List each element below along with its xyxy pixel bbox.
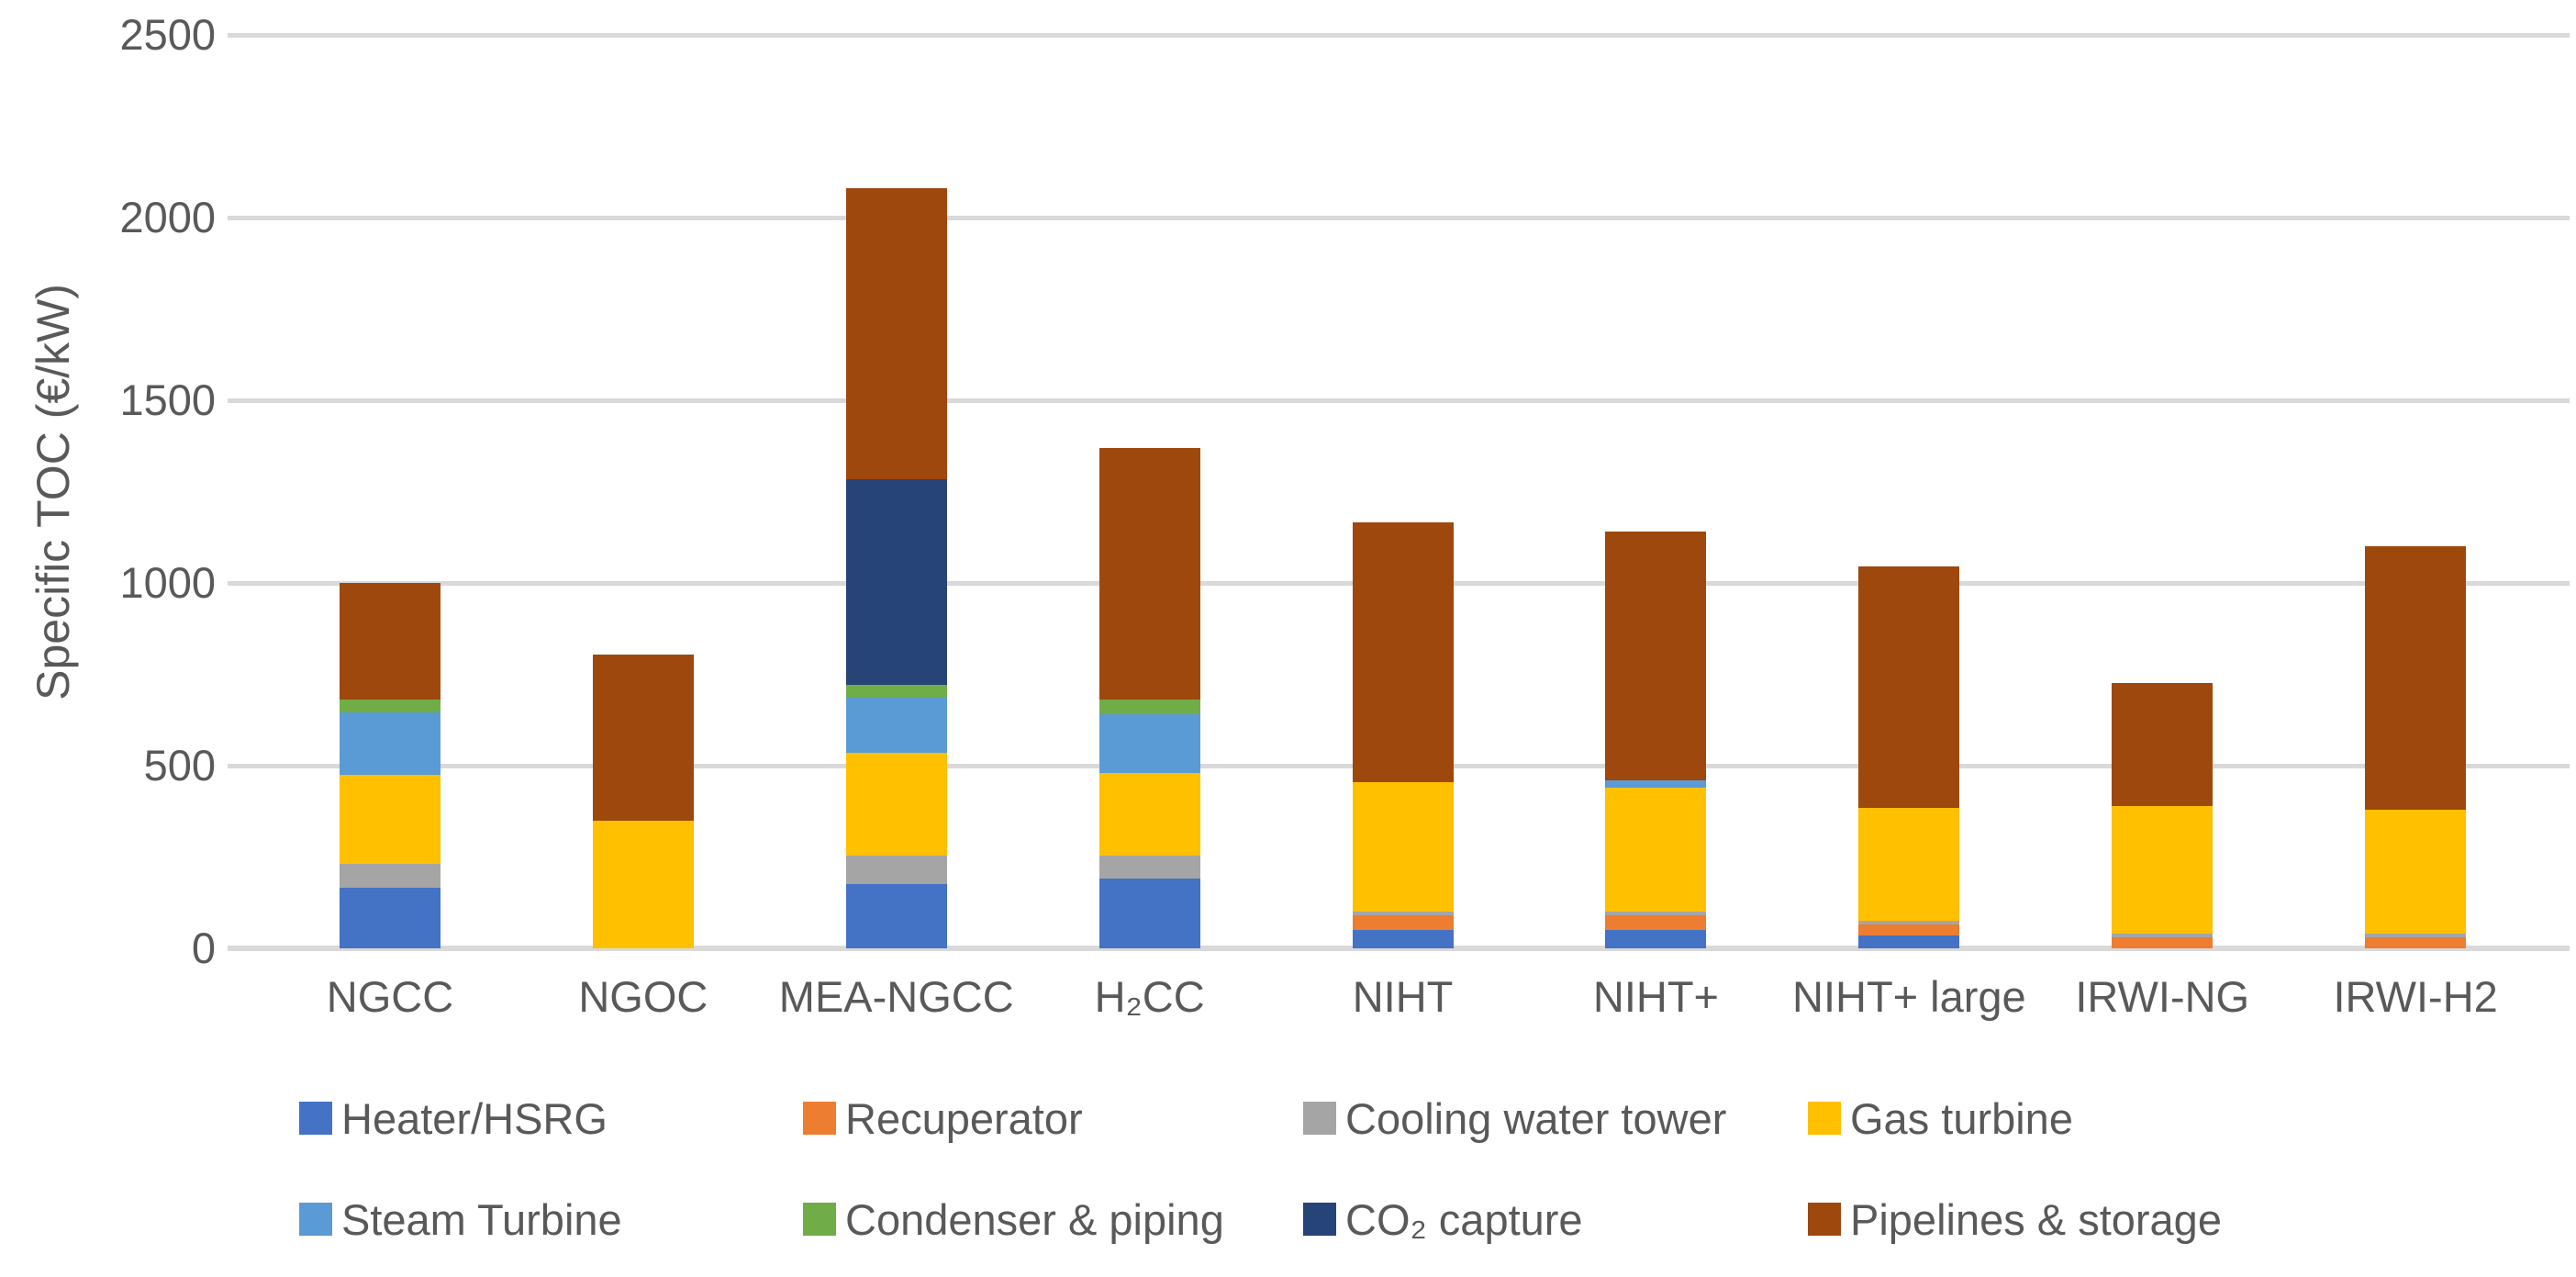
- bar-segment-h-cc-steam-turbine: [1098, 714, 1200, 773]
- bar-segment-h-cc-pipelines-storage: [1098, 447, 1200, 700]
- bar-segment-ngcc-gas-turbine: [339, 774, 440, 865]
- legend-label-gas-turbine: Gas turbine: [1850, 1093, 2073, 1143]
- legend-swatch-steam-turbine: [299, 1203, 332, 1236]
- gridline-y-0: [228, 946, 2570, 951]
- x-axis-label-irwi-h2: IRWI-H2: [2333, 972, 2498, 1021]
- legend-item-co-capture: CO₂ capture: [1303, 1194, 1583, 1244]
- bar-segment-niht-large-recuperator: [1858, 924, 1960, 936]
- legend-swatch-condenser-piping: [803, 1203, 836, 1236]
- x-axis-label-ngoc: NGOC: [578, 972, 708, 1021]
- bar-segment-ngcc-condenser-piping: [339, 700, 440, 713]
- bar-segment-mea-ngcc-co-capture: [845, 478, 947, 686]
- legend-item-gas-turbine: Gas turbine: [1808, 1093, 2073, 1143]
- x-axis-label-niht: NIHT+: [1592, 972, 1719, 1021]
- y-tick-label-1500: 1500: [119, 375, 216, 424]
- bar-segment-ngcc-pipelines-storage: [339, 583, 440, 700]
- x-axis-label-ngcc: NGCC: [326, 972, 454, 1021]
- bar-segment-niht-pipelines-storage: [1352, 522, 1454, 782]
- legend-label-recuperator: Recuperator: [845, 1093, 1083, 1143]
- bar-segment-ngcc-heater-hsrg: [339, 888, 440, 948]
- legend-label-condenser-piping: Condenser & piping: [845, 1194, 1224, 1244]
- bar-segment-irwi-h2-recuperator: [2365, 937, 2467, 948]
- bar-segment-mea-ngcc-pipelines-storage: [845, 188, 947, 479]
- legend-label-heater-hsrg: Heater/HSRG: [341, 1093, 608, 1143]
- legend-swatch-cooling-water-tower: [1303, 1102, 1336, 1135]
- legend-item-steam-turbine: Steam Turbine: [299, 1194, 622, 1244]
- y-tick-label-2000: 2000: [119, 193, 216, 241]
- legend-label-steam-turbine: Steam Turbine: [341, 1194, 622, 1244]
- bar-segment-h-cc-condenser-piping: [1098, 700, 1200, 715]
- bar-segment-ngoc-pipelines-storage: [592, 654, 694, 821]
- x-axis-label-h-cc: H₂CC: [1094, 972, 1205, 1021]
- bar-segment-irwi-ng-gas-turbine: [2112, 805, 2214, 935]
- bar-segment-niht-gas-turbine: [1352, 781, 1454, 913]
- bar-segment-h-cc-heater-hsrg: [1098, 879, 1200, 948]
- legend-swatch-pipelines-storage: [1808, 1203, 1841, 1236]
- bar-segment-ngoc-gas-turbine: [592, 820, 694, 948]
- x-axis-label-irwi-ng: IRWI-NG: [2075, 972, 2250, 1021]
- bar-segment-niht-heater-hsrg: [1352, 930, 1454, 948]
- bar-segment-niht-large-cooling-water-tower: [1858, 921, 1960, 925]
- bar-segment-h-cc-cooling-water-tower: [1098, 855, 1200, 879]
- legend-item-condenser-piping: Condenser & piping: [803, 1194, 1224, 1244]
- bar-segment-niht-pipelines-storage: [1605, 532, 1707, 780]
- bar-segment-irwi-ng-recuperator: [2112, 937, 2214, 948]
- legend-item-cooling-water-tower: Cooling water tower: [1303, 1093, 1727, 1143]
- legend-swatch-heater-hsrg: [299, 1102, 332, 1135]
- bar-segment-mea-ngcc-steam-turbine: [845, 698, 947, 754]
- gridline-y-1500: [228, 398, 2570, 403]
- bar-segment-niht-large-heater-hsrg: [1858, 935, 1960, 948]
- bar-segment-niht-recuperator: [1605, 915, 1707, 931]
- x-axis-label-niht-large: NIHT+ large: [1792, 972, 2026, 1021]
- bar-segment-mea-ngcc-cooling-water-tower: [845, 855, 947, 885]
- legend-item-recuperator: Recuperator: [803, 1093, 1083, 1143]
- x-axis-label-niht: NIHT: [1352, 972, 1454, 1021]
- bar-segment-irwi-h2-cooling-water-tower: [2365, 934, 2467, 938]
- bar-segment-ngcc-cooling-water-tower: [339, 864, 440, 889]
- y-axis-title: Specific TOC (€/kW): [28, 284, 79, 700]
- y-tick-label-1000: 1000: [119, 558, 216, 607]
- y-tick-label-2500: 2500: [119, 10, 216, 59]
- bar-segment-niht-heater-hsrg: [1605, 930, 1707, 948]
- bar-segment-niht-cooling-water-tower: [1605, 912, 1707, 916]
- legend-swatch-recuperator: [803, 1102, 836, 1135]
- gridline-y-2000: [228, 215, 2570, 220]
- legend-swatch-gas-turbine: [1808, 1102, 1841, 1135]
- legend-item-pipelines-storage: Pipelines & storage: [1808, 1194, 2222, 1244]
- bar-segment-irwi-h2-gas-turbine: [2365, 809, 2467, 935]
- gridline-y-2500: [228, 32, 2570, 38]
- legend-swatch-co-capture: [1303, 1203, 1336, 1236]
- bar-segment-niht-steam-turbine: [1605, 779, 1707, 788]
- bar-segment-niht-recuperator: [1352, 915, 1454, 931]
- bar-segment-niht-cooling-water-tower: [1352, 912, 1454, 916]
- bar-segment-irwi-ng-pipelines-storage: [2112, 683, 2214, 806]
- legend-label-pipelines-storage: Pipelines & storage: [1850, 1194, 2222, 1244]
- bar-segment-niht-gas-turbine: [1605, 787, 1707, 913]
- bar-segment-mea-ngcc-heater-hsrg: [845, 884, 947, 948]
- bar-segment-irwi-h2-pipelines-storage: [2365, 546, 2467, 810]
- bar-segment-niht-large-gas-turbine: [1858, 807, 1960, 922]
- bar-segment-h-cc-gas-turbine: [1098, 772, 1200, 856]
- legend-label-cooling-water-tower: Cooling water tower: [1345, 1093, 1727, 1143]
- x-axis-label-mea-ngcc: MEA-NGCC: [778, 972, 1014, 1021]
- bar-segment-irwi-ng-cooling-water-tower: [2112, 934, 2214, 938]
- legend-label-co-capture: CO₂ capture: [1345, 1194, 1583, 1244]
- bar-segment-mea-ngcc-condenser-piping: [845, 685, 947, 699]
- y-tick-label-0: 0: [191, 924, 216, 972]
- y-tick-label-500: 500: [143, 741, 216, 790]
- bar-segment-niht-large-pipelines-storage: [1858, 566, 1960, 808]
- legend-item-heater-hsrg: Heater/HSRG: [299, 1093, 608, 1143]
- bar-segment-mea-ngcc-gas-turbine: [845, 753, 947, 856]
- bar-segment-ngcc-steam-turbine: [339, 712, 440, 775]
